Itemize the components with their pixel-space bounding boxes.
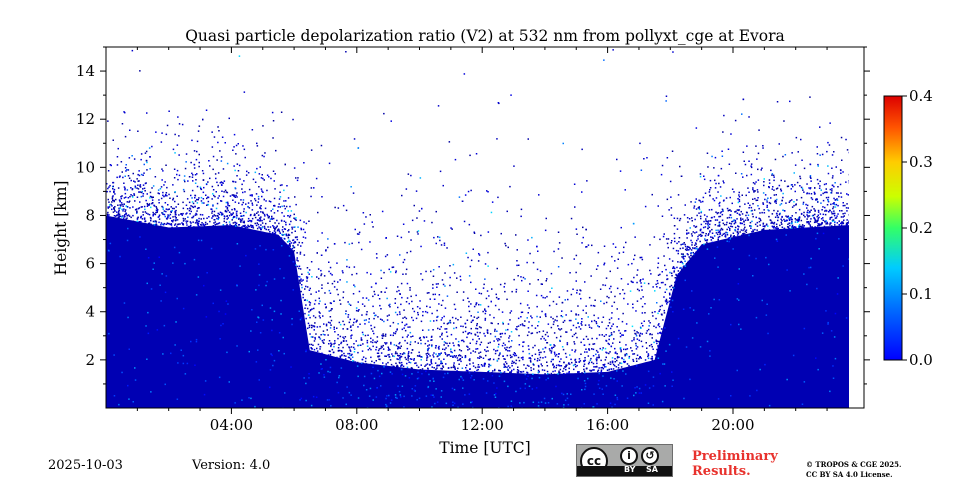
colorbar-tick-label: 0.2 — [909, 219, 933, 237]
chart-title: Quasi particle depolarization ratio (V2)… — [185, 27, 785, 45]
cc-by-person-icon: i — [620, 447, 638, 465]
y-tick-label: 10 — [76, 158, 95, 176]
x-tick-label: 20:00 — [711, 416, 754, 434]
heatmap-body — [106, 215, 849, 408]
x-axis: 04:00 08:00 12:00 16:00 20:00 — [136, 47, 828, 434]
preliminary-line-1: Preliminary — [692, 449, 778, 464]
cc-badge-strip: BY SA — [577, 465, 672, 476]
x-tick-label: 12:00 — [461, 416, 504, 434]
y-axis: 2 4 6 8 10 12 14 — [76, 46, 870, 385]
preliminary-line-2: Results. — [692, 464, 751, 479]
y-tick-label: 6 — [85, 255, 95, 273]
copyright-line-1: © TROPOS & CGE 2025. — [806, 460, 902, 469]
copyright-note: © TROPOS & CGE 2025. CC BY SA 4.0 Licens… — [806, 460, 901, 480]
y-tick-label: 2 — [85, 351, 95, 369]
cc-license-badge: cc i ↺ BY SA — [576, 444, 673, 477]
plot-frame — [105, 46, 865, 409]
y-tick-label: 14 — [76, 62, 95, 80]
x-tick-label: 08:00 — [335, 416, 378, 434]
heatmap-area — [106, 49, 849, 408]
footer-date: 2025-10-03 — [48, 458, 123, 473]
colorbar — [883, 95, 903, 361]
x-axis-label: Time [UTC] — [439, 439, 530, 457]
cc-sa-label: SA — [646, 465, 658, 474]
y-tick-label: 12 — [76, 110, 95, 128]
preliminary-results-note: Preliminary Results. — [692, 449, 778, 479]
colorbar-tick-label: 0.4 — [909, 87, 933, 105]
y-tick-label: 4 — [85, 303, 95, 321]
heatmap-speckle — [106, 49, 849, 408]
colorbar-tick-label: 0.1 — [909, 285, 933, 303]
colorbar-axis: 0.0 0.1 0.2 0.3 0.4 — [902, 87, 933, 369]
x-tick-label: 16:00 — [586, 416, 629, 434]
y-tick-label: 8 — [85, 206, 95, 224]
colorbar-tick-label: 0.0 — [909, 351, 933, 369]
x-tick-label: 04:00 — [210, 416, 253, 434]
colorbar-tick-label: 0.3 — [909, 153, 933, 171]
y-axis-label: Height [km] — [52, 181, 70, 276]
copyright-line-2: CC BY SA 4.0 License. — [806, 470, 893, 479]
cc-by-label: BY — [624, 465, 636, 474]
cc-sa-share-icon: ↺ — [641, 447, 659, 465]
footer-version: Version: 4.0 — [192, 458, 271, 473]
